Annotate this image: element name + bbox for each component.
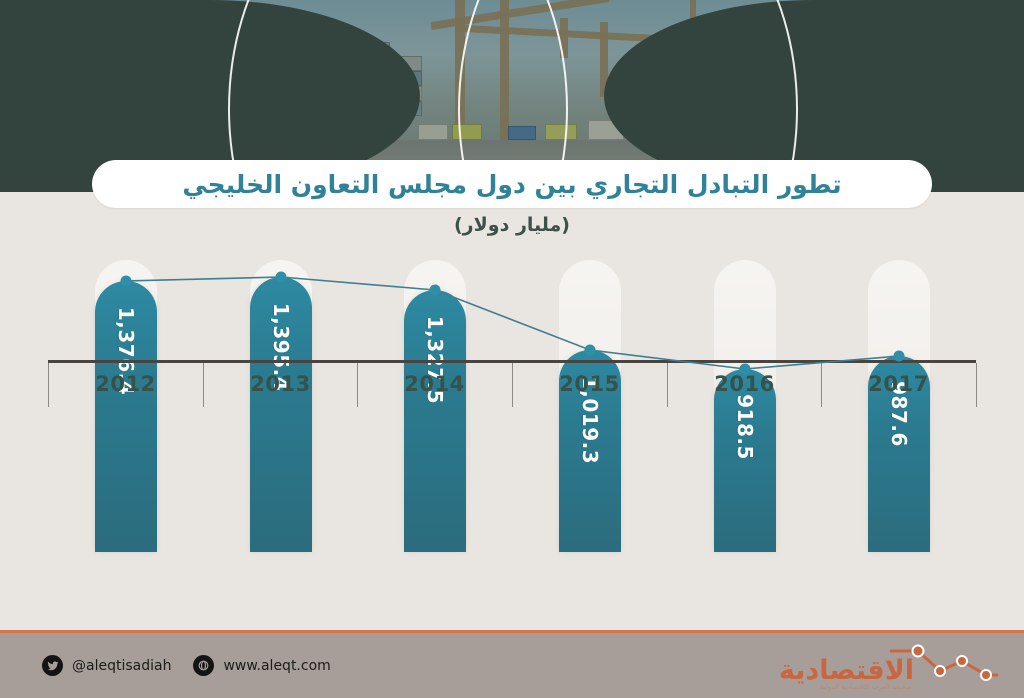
year-label-2015: 2015 bbox=[559, 372, 620, 396]
social-links: @aleqtisadiah www.aleqt.com bbox=[42, 655, 331, 676]
website-link[interactable]: www.aleqt.com bbox=[193, 655, 331, 676]
axis-tick bbox=[357, 363, 358, 407]
year-label-2016: 2016 bbox=[714, 372, 775, 396]
brand-name: الاقتصادية bbox=[778, 655, 915, 686]
chart-area: 1,376.4 1,395.4 1,327.5 1,019.3 918.5 987.6 bbox=[0, 192, 1024, 632]
axis-tick bbox=[667, 363, 668, 407]
brand-tagline: صحيفة العرب الاقتصادية الدولية bbox=[820, 683, 912, 691]
bar-2013[interactable]: 1,395.4 bbox=[250, 277, 312, 552]
axis-tick bbox=[48, 363, 49, 407]
page-title: تطور التبادل التجاري بين دول مجلس التعاو… bbox=[182, 169, 842, 199]
year-label-2017: 2017 bbox=[868, 372, 929, 396]
title-container: تطور التبادل التجاري بين دول مجلس التعاو… bbox=[92, 160, 932, 208]
footer-bar: @aleqtisadiah www.aleqt.com الاقتصادية ص… bbox=[0, 633, 1024, 698]
trend-polyline bbox=[125, 276, 900, 370]
footer-divider bbox=[0, 630, 1024, 633]
bar-2015[interactable]: 1,019.3 bbox=[559, 350, 621, 552]
bar-2014[interactable]: 1,327.5 bbox=[404, 290, 466, 552]
axis-tick bbox=[976, 363, 977, 407]
year-label-2013: 2013 bbox=[250, 372, 311, 396]
bar-2012[interactable]: 1,376.4 bbox=[95, 281, 157, 552]
year-label-2014: 2014 bbox=[404, 372, 465, 396]
year-label-2012: 2012 bbox=[95, 372, 156, 396]
axis-tick bbox=[512, 363, 513, 407]
plot-region: 1,376.4 1,395.4 1,327.5 1,019.3 918.5 987.6 bbox=[48, 252, 976, 552]
brand-logo-group: الاقتصادية صحيفة العرب الاقتصادية الدولي… bbox=[768, 644, 998, 695]
bar-2016[interactable]: 918.5 bbox=[714, 369, 776, 552]
website-url: www.aleqt.com bbox=[223, 657, 331, 674]
decorative-arc-right bbox=[458, 0, 798, 192]
twitter-handle: @aleqtisadiah bbox=[72, 657, 172, 674]
chart-subtitle: (مليار دولار) bbox=[454, 214, 570, 236]
x-axis-labels: 2012 2013 2014 2015 2016 2017 bbox=[48, 363, 977, 411]
twitter-link[interactable]: @aleqtisadiah bbox=[42, 655, 171, 676]
bar-2017[interactable]: 987.6 bbox=[868, 356, 930, 552]
twitter-bird-icon bbox=[42, 655, 63, 676]
brand-line-chart-icon bbox=[890, 644, 998, 681]
axis-tick bbox=[203, 363, 204, 407]
globe-icon bbox=[193, 655, 215, 676]
axis-tick bbox=[821, 363, 822, 407]
